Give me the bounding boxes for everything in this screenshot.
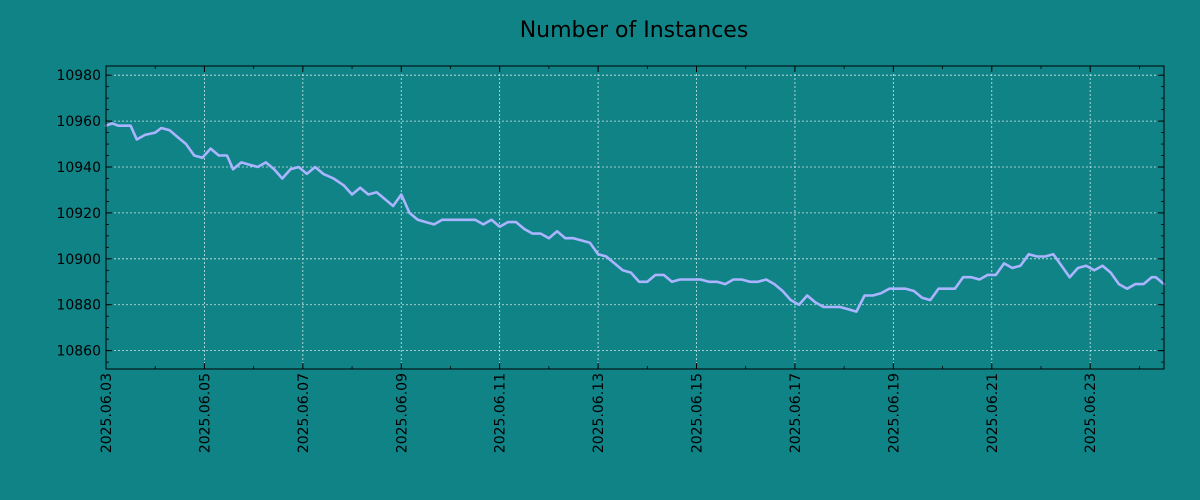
chart-title: Number of Instances [520,18,749,43]
x-tick-label: 2025.06.09 [394,373,410,453]
y-tick-label: 10960 [56,114,101,130]
y-tick-label: 10860 [56,344,101,360]
x-axis-tick-labels: 2025.06.03 2025.06.05 2025.06.07 2025.06.09… [99,373,1099,453]
y-tick-label: 10900 [56,252,101,268]
series-line-1 [104,122,1166,313]
x-tick-label: 2025.06.19 [886,373,902,453]
series-group [104,122,1166,313]
y-tick-label: 10940 [56,160,101,176]
x-tick-label: 2025.06.21 [985,373,1001,453]
y-tick-label: 10880 [56,298,101,314]
y-tick-label: 10980 [56,68,101,84]
y-tick-label: 10920 [56,206,101,222]
plot-area-frame [105,65,1165,370]
y-axis-tick-labels: 10860 10880 10900 10920 10940 10960 10980 [56,68,101,359]
x-tick-label: 2025.06.15 [690,373,706,453]
x-tick-label: 2025.06.17 [788,373,804,453]
x-tick-label: 2025.06.11 [493,373,509,453]
x-tick-label: 2025.06.03 [99,373,115,453]
x-tick-label: 2025.06.13 [591,373,607,453]
x-tick-label: 2025.06.07 [296,373,312,453]
x-tick-label: 2025.06.05 [197,373,213,453]
x-tick-label: 2025.06.23 [1083,373,1099,453]
